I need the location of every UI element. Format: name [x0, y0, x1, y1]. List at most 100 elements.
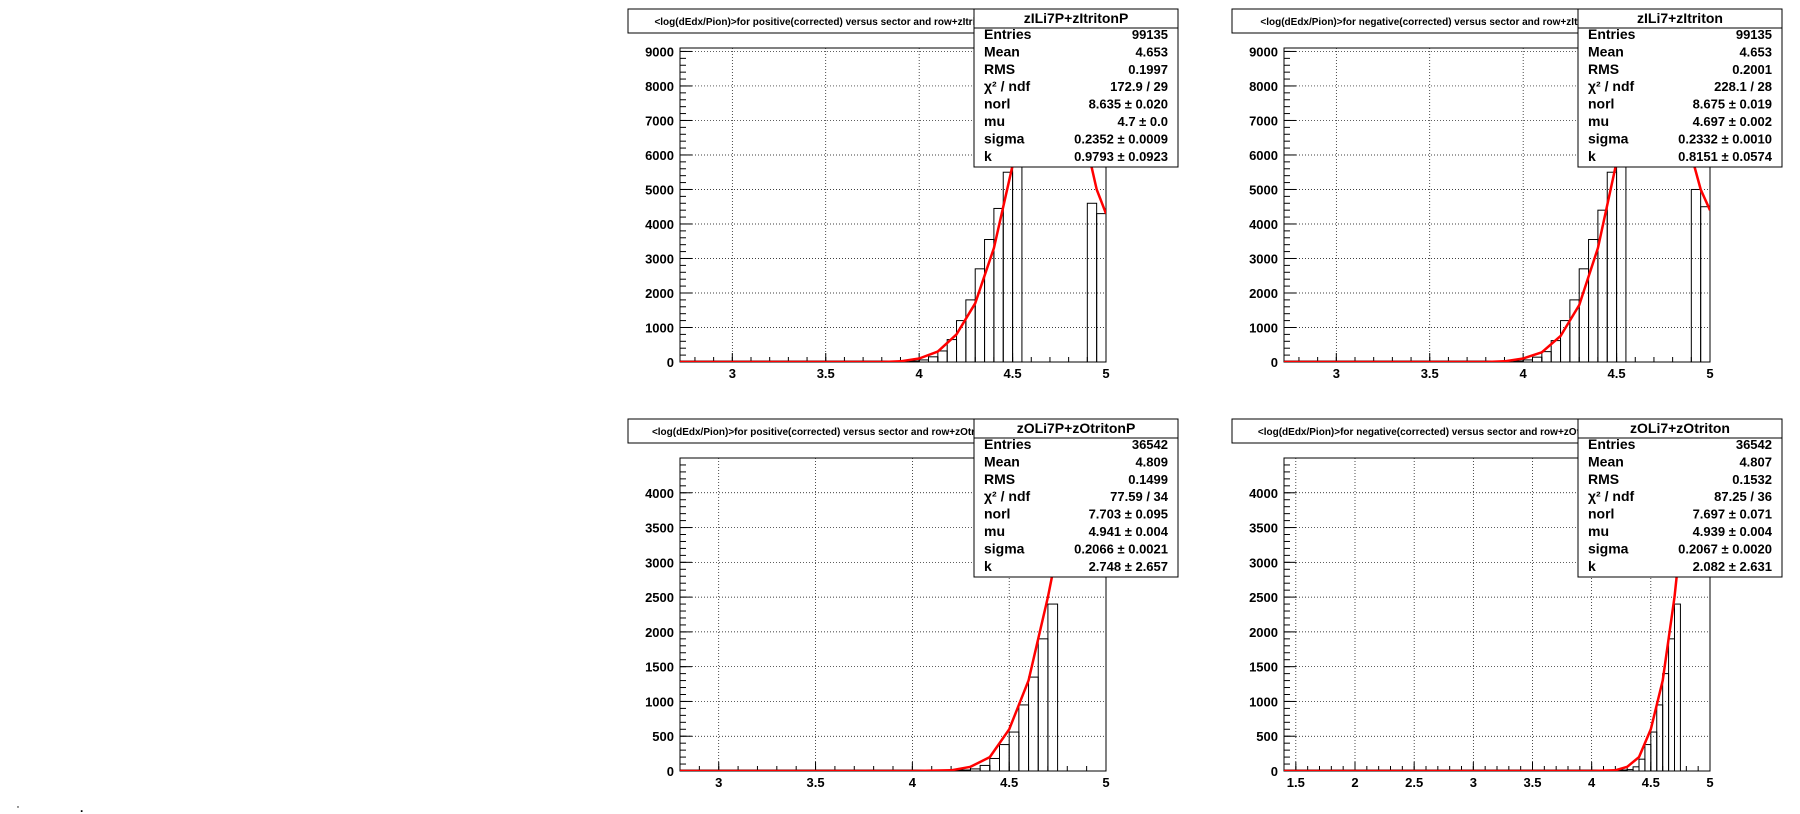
- stat-value: 0.2352 ± 0.0009: [1074, 131, 1168, 146]
- title-box: <log(dEdx/Pion)>for negative(corrected) …: [1231, 8, 1629, 34]
- y-tick-label: 2000: [645, 625, 674, 640]
- y-tick-label: 1500: [645, 660, 674, 675]
- stat-value: 4.809: [1135, 454, 1168, 469]
- stat-name: sigma: [1588, 130, 1629, 146]
- y-tick-label: 2000: [1249, 286, 1278, 301]
- stat-value: 77.59 / 34: [1110, 489, 1169, 504]
- stat-value: 4.7 ± 0.0: [1117, 114, 1168, 129]
- stat-name: k: [1588, 558, 1596, 574]
- y-tick-label: 5000: [645, 182, 674, 197]
- axis-ticks: 1.5 2 2.5 3 3.5 4 4.5 5 0 500 1000 1500 2000 2500 3000…: [1249, 457, 1714, 790]
- x-tick-label: 4: [909, 775, 917, 790]
- stat-value: 4.653: [1135, 44, 1168, 59]
- x-tick-label: 5: [1706, 366, 1713, 381]
- y-tick-label: 6000: [645, 148, 674, 163]
- stats-title: zILi7+zItriton: [1637, 10, 1723, 26]
- stat-name: mu: [984, 523, 1005, 539]
- stat-value: 99135: [1736, 27, 1772, 42]
- y-tick-label: 7000: [1249, 113, 1278, 128]
- stat-name: Entries: [984, 26, 1032, 42]
- stats-title: zOLi7P+zOtritonP: [1017, 420, 1136, 436]
- x-tick-label: 5: [1706, 775, 1713, 790]
- stat-value: 2.082 ± 2.631: [1693, 559, 1772, 574]
- x-tick-label: 2.5: [1405, 775, 1423, 790]
- stats-title: zOLi7+zOtriton: [1630, 420, 1730, 436]
- y-tick-label: 1500: [1249, 660, 1278, 675]
- stat-name: χ² / ndf: [1588, 488, 1634, 504]
- y-tick-label: 4000: [645, 486, 674, 501]
- stat-value: 4.697 ± 0.002: [1693, 114, 1772, 129]
- stats-box: zOLi7+zOtriton Entries 36542 Mean 4.807 RMS 0…: [1577, 418, 1783, 578]
- stat-name: k: [984, 558, 992, 574]
- x-tick-label: 4.5: [1000, 775, 1018, 790]
- stat-name: mu: [1588, 113, 1609, 129]
- y-tick-label: 8000: [1249, 79, 1278, 94]
- y-tick-label: 500: [652, 729, 674, 744]
- y-tick-label: 1000: [1249, 694, 1278, 709]
- plot-title: <log(dEdx/Pion)>for positive(corrected) …: [652, 427, 1000, 438]
- plot-data: [680, 109, 1107, 363]
- stat-name: Mean: [1588, 453, 1624, 469]
- x-tick-label: 1.5: [1287, 775, 1305, 790]
- y-tick-label: 5000: [1249, 182, 1278, 197]
- x-tick-label: 4.5: [1608, 366, 1626, 381]
- plot-title: <log(dEdx/Pion)>for negative(corrected) …: [1258, 427, 1602, 438]
- plot-data: [680, 548, 1059, 772]
- y-tick-label: 2500: [1249, 590, 1278, 605]
- canvas-glyph: .: [80, 801, 83, 814]
- stat-value: 0.9793 ± 0.0923: [1074, 149, 1168, 164]
- stat-name: χ² / ndf: [1588, 78, 1634, 94]
- stat-value: 99135: [1132, 27, 1168, 42]
- stat-name: sigma: [984, 540, 1025, 556]
- y-tick-label: 3000: [1249, 555, 1278, 570]
- axis-ticks: 3 3.5 4 4.5 5 0 500 1000 1500 2000 2500 3000 3500 400…: [645, 457, 1110, 790]
- pad-4: 1.5 2 2.5 3 3.5 4 4.5 5 0 500 1000 1500 2000 2500 3000…: [1231, 418, 1783, 790]
- y-tick-label: 0: [667, 764, 674, 779]
- x-tick-label: 5: [1102, 775, 1109, 790]
- stat-name: Mean: [984, 453, 1020, 469]
- stat-name: Mean: [984, 43, 1020, 59]
- plot-title: <log(dEdx/Pion)>for positive(corrected) …: [654, 17, 997, 28]
- stat-name: mu: [1588, 523, 1609, 539]
- stat-value: 7.703 ± 0.095: [1089, 507, 1168, 522]
- y-tick-label: 9000: [1249, 44, 1278, 59]
- y-tick-label: 4000: [1249, 486, 1278, 501]
- stat-value: 0.1532: [1732, 472, 1772, 487]
- pad-2: 3 3.5 4 4.5 5 0 1000 2000 3000 4000 5000 6000 7000 80…: [1231, 8, 1783, 381]
- pad-1: 3 3.5 4 4.5 5 0 1000 2000 3000 4000 5000 6000 7000 80…: [627, 8, 1179, 381]
- stat-name: norl: [984, 96, 1010, 112]
- stat-name: Entries: [984, 436, 1032, 452]
- axis-ticks: 3 3.5 4 4.5 5 0 1000 2000 3000 4000 5000 6000 7000 80…: [645, 44, 1110, 381]
- y-tick-label: 8000: [645, 79, 674, 94]
- y-tick-label: 3500: [645, 521, 674, 536]
- stats-title: zILi7P+zItritonP: [1024, 10, 1129, 26]
- x-tick-label: 3: [715, 775, 722, 790]
- fit-curve: [680, 109, 1024, 362]
- y-tick-label: 500: [1256, 729, 1278, 744]
- y-tick-label: 0: [667, 355, 674, 370]
- stat-value: 4.807: [1739, 454, 1772, 469]
- stat-name: χ² / ndf: [984, 488, 1030, 504]
- x-tick-label: 4: [1520, 366, 1528, 381]
- x-tick-label: 4: [1588, 775, 1596, 790]
- plot-data: [1284, 103, 1711, 363]
- x-tick-label: 4.5: [1642, 775, 1660, 790]
- stat-value: 0.1499: [1128, 472, 1168, 487]
- stat-value: 7.697 ± 0.071: [1693, 507, 1772, 522]
- stat-name: RMS: [984, 471, 1015, 487]
- hist-bin: [1674, 603, 1681, 772]
- x-tick-label: 3.5: [807, 775, 825, 790]
- y-tick-label: 2000: [645, 286, 674, 301]
- y-tick-label: 1000: [645, 320, 674, 335]
- stat-name: k: [984, 148, 992, 164]
- stat-value: 4.653: [1739, 44, 1772, 59]
- y-tick-label: 2500: [645, 590, 674, 605]
- x-tick-label: 3: [1333, 366, 1340, 381]
- plot-data: [1284, 541, 1682, 772]
- stat-name: RMS: [1588, 61, 1619, 77]
- title-box: <log(dEdx/Pion)>for positive(corrected) …: [627, 418, 1025, 444]
- x-tick-label: 3: [729, 366, 736, 381]
- stats-box: zILi7P+zItritonP Entries 99135 Mean 4.653 RM…: [973, 8, 1179, 168]
- y-tick-label: 0: [1271, 355, 1278, 370]
- stat-value: 4.941 ± 0.004: [1089, 524, 1169, 539]
